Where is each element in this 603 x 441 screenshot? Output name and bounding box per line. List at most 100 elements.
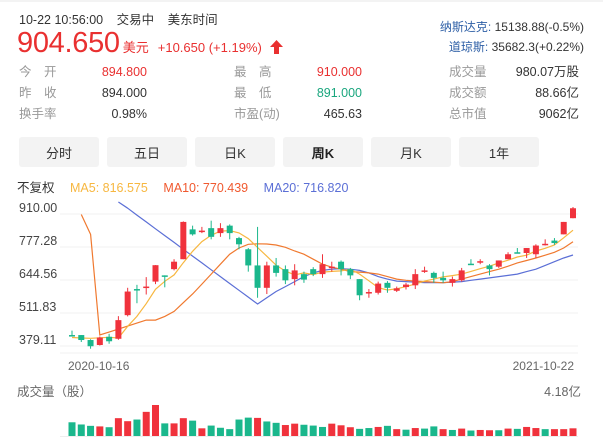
volume-bar[interactable] xyxy=(374,426,382,436)
candle-body[interactable] xyxy=(87,340,94,347)
volume-bar[interactable] xyxy=(439,429,447,436)
candle-body[interactable] xyxy=(310,269,317,275)
volume-bar[interactable] xyxy=(216,427,224,436)
volume-bar[interactable] xyxy=(244,417,252,436)
candle-body[interactable] xyxy=(486,265,493,270)
index-nasdaq[interactable]: 纳斯达克: 15138.88(-0.5%) xyxy=(440,17,584,37)
tab-one-year[interactable]: 1年 xyxy=(459,137,539,167)
candle-body[interactable] xyxy=(365,292,372,294)
candle-body[interactable] xyxy=(328,266,335,269)
candle-body[interactable] xyxy=(69,335,75,337)
volume-bar[interactable] xyxy=(532,428,540,436)
volume-bar[interactable] xyxy=(235,419,243,436)
candle-body[interactable] xyxy=(143,286,150,289)
tab-weekly-k[interactable]: 周K xyxy=(283,137,363,167)
volume-bar[interactable] xyxy=(513,428,521,436)
volume-bar[interactable] xyxy=(300,424,308,436)
volume-bar[interactable] xyxy=(411,428,419,436)
candle-body[interactable] xyxy=(282,269,289,281)
volume-bar[interactable] xyxy=(142,411,150,436)
candle-body[interactable] xyxy=(217,228,224,234)
candle-body[interactable] xyxy=(245,249,252,266)
candle-body[interactable] xyxy=(208,228,215,237)
candle-body[interactable] xyxy=(189,229,196,235)
volume-bar[interactable] xyxy=(96,426,104,436)
candle-body[interactable] xyxy=(78,335,85,341)
candle-body[interactable] xyxy=(338,261,345,270)
candle-body[interactable] xyxy=(300,274,307,280)
candle-body[interactable] xyxy=(421,270,428,272)
volume-bar[interactable] xyxy=(550,429,558,436)
candle-body[interactable] xyxy=(106,336,113,342)
candle-body[interactable] xyxy=(403,284,409,288)
candle-body[interactable] xyxy=(347,269,354,276)
volume-bar[interactable] xyxy=(263,421,271,436)
candle-body[interactable] xyxy=(124,291,131,316)
volume-bar[interactable] xyxy=(170,423,178,436)
candle-body[interactable] xyxy=(273,265,280,273)
candle-body[interactable] xyxy=(551,240,558,244)
candle-body[interactable] xyxy=(505,254,512,260)
volume-bar[interactable] xyxy=(124,421,132,436)
candle-body[interactable] xyxy=(198,230,205,233)
volume-bar[interactable] xyxy=(152,405,159,436)
volume-bar[interactable] xyxy=(254,417,262,436)
volume-bar[interactable] xyxy=(337,425,345,436)
volume-bar[interactable] xyxy=(402,429,410,436)
adjust-mode[interactable]: 不复权 xyxy=(17,181,55,195)
tab-daily-k[interactable]: 日K xyxy=(195,137,275,167)
volume-bar[interactable] xyxy=(560,429,568,436)
volume-bar[interactable] xyxy=(207,425,215,436)
candle-body[interactable] xyxy=(319,264,326,275)
candle-body[interactable] xyxy=(226,225,233,234)
candle-body[interactable] xyxy=(96,337,103,345)
volume-bar[interactable] xyxy=(569,428,577,436)
tab-monthly-k[interactable]: 月K xyxy=(371,137,451,167)
volume-bar[interactable] xyxy=(291,423,299,436)
volume-bar[interactable] xyxy=(504,428,512,436)
volume-bar[interactable] xyxy=(365,428,373,436)
volume-bar[interactable] xyxy=(105,427,113,436)
volume-bar[interactable] xyxy=(523,426,531,436)
volume-bar[interactable] xyxy=(68,422,76,436)
volume-bar[interactable] xyxy=(161,423,169,436)
candle-body[interactable] xyxy=(440,277,447,281)
volume-bar[interactable] xyxy=(393,429,401,436)
candle-body[interactable] xyxy=(254,265,261,288)
volume-bar[interactable] xyxy=(281,425,289,436)
candle-body[interactable] xyxy=(291,270,298,280)
candle-body[interactable] xyxy=(115,320,122,339)
candle-body[interactable] xyxy=(570,208,576,219)
candle-body[interactable] xyxy=(523,248,530,253)
volume-bar[interactable] xyxy=(430,426,438,436)
candle-body[interactable] xyxy=(384,282,391,288)
candle-body[interactable] xyxy=(467,263,474,266)
volume-bar[interactable] xyxy=(87,425,95,436)
candle-body[interactable] xyxy=(133,289,140,291)
volume-bar[interactable] xyxy=(189,420,197,436)
volume-bar[interactable] xyxy=(356,428,364,436)
volume-bar[interactable] xyxy=(448,429,456,436)
candle-body[interactable] xyxy=(477,261,484,263)
candlestick-chart[interactable]: 910.00 777.28 644.56 511.83 379.11 xyxy=(0,195,603,441)
volume-bar[interactable] xyxy=(346,427,354,436)
candle-body[interactable] xyxy=(449,279,456,283)
candle-body[interactable] xyxy=(532,245,539,255)
volume-bar[interactable] xyxy=(319,426,326,436)
volume-bar[interactable] xyxy=(114,418,122,436)
tab-five-day[interactable]: 五日 xyxy=(107,137,187,167)
volume-bar[interactable] xyxy=(486,430,493,436)
volume-bar[interactable] xyxy=(309,425,317,436)
volume-bar[interactable] xyxy=(226,429,234,436)
volume-bar[interactable] xyxy=(272,422,280,436)
index-dow[interactable]: 道琼斯: 35682.3(+0.22%) xyxy=(440,37,584,57)
candle-body[interactable] xyxy=(393,288,400,291)
volume-bar[interactable] xyxy=(383,425,391,436)
candle-body[interactable] xyxy=(236,238,242,245)
volume-bar[interactable] xyxy=(198,428,206,436)
candle-body[interactable] xyxy=(412,274,419,286)
volume-bar[interactable] xyxy=(77,424,85,436)
volume-bar[interactable] xyxy=(458,428,466,436)
candle-body[interactable] xyxy=(514,252,521,254)
candle-body[interactable] xyxy=(263,265,270,288)
